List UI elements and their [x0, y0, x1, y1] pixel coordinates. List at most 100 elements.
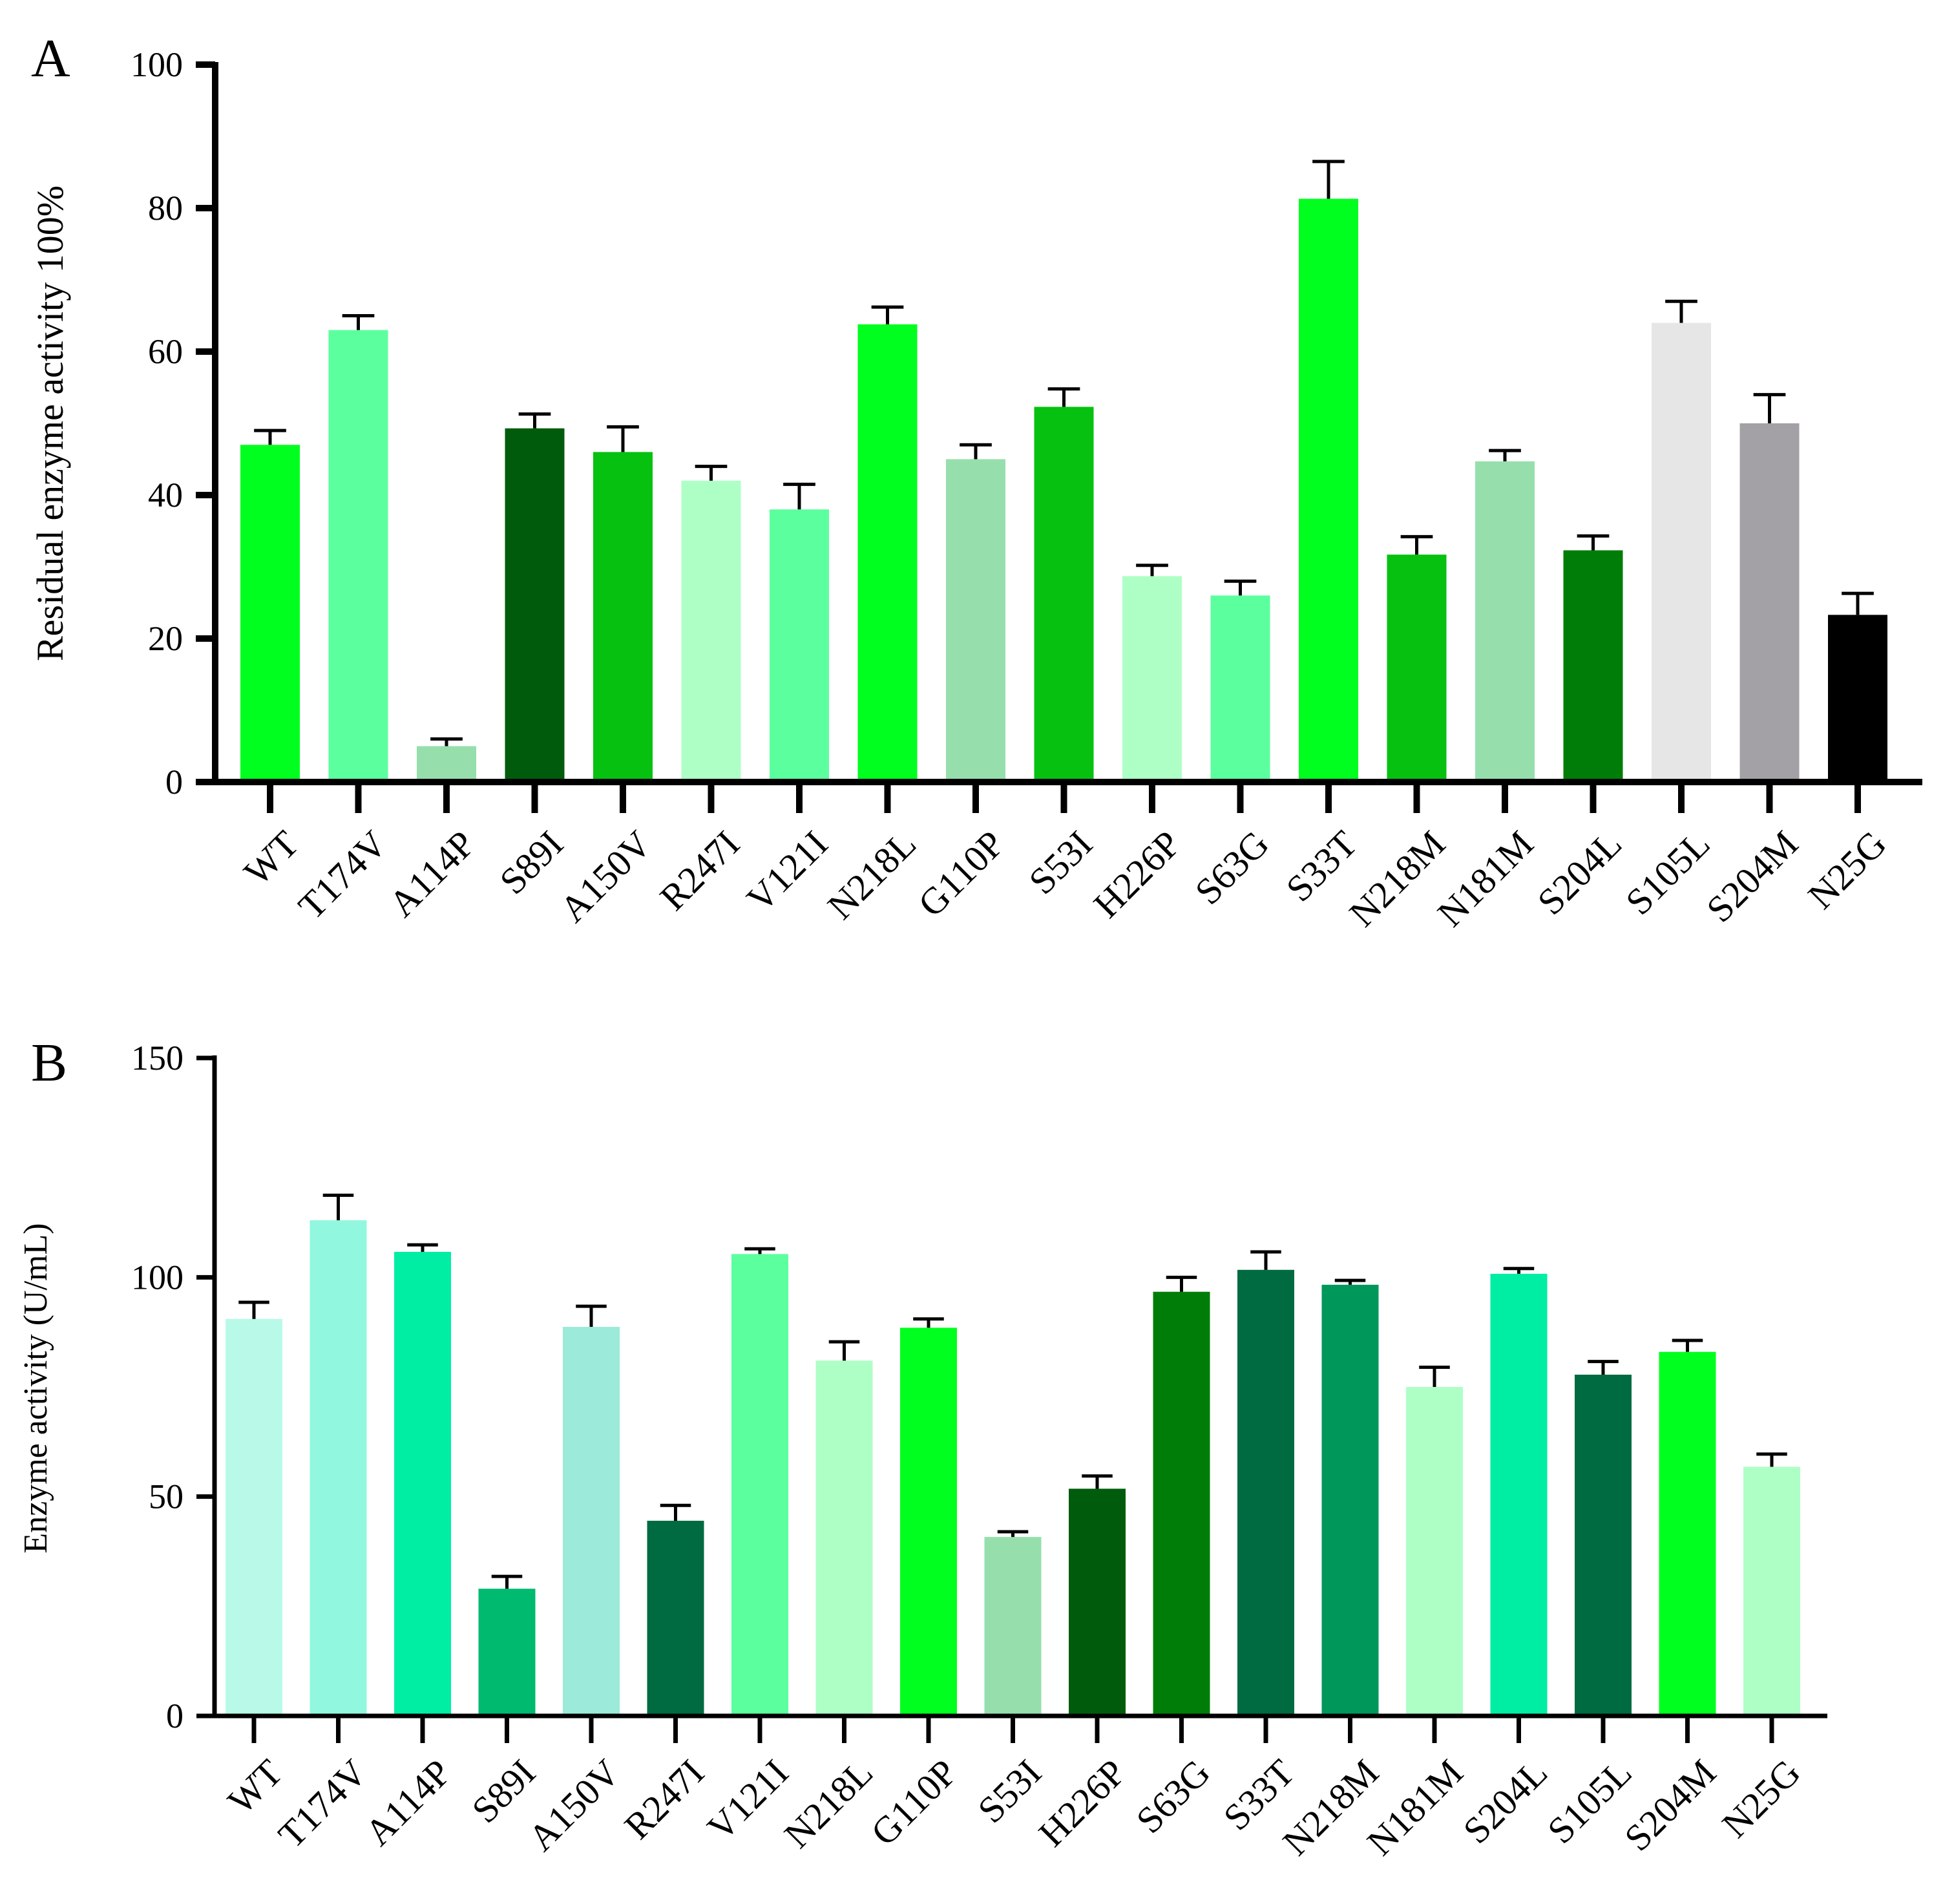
- panel-b-error-bar-g110p: [913, 1317, 944, 1328]
- panel-b-error-bar-s33t: [1250, 1250, 1281, 1270]
- panel-b-error-bar-s105l: [1588, 1360, 1619, 1375]
- panel-a-error-bar-n181m: [1489, 449, 1521, 461]
- panel-b-panel-letter: B: [31, 1033, 67, 1093]
- panel-b-bar-a150v: [563, 1327, 620, 1716]
- panel-a-bar-wt: [240, 445, 300, 782]
- panel-b-bar-s204m: [1659, 1351, 1716, 1716]
- panel-a-y-tick-label: 40: [148, 476, 183, 514]
- panel-a-error-bar-s33t: [1312, 160, 1345, 199]
- panel-b-error-bar-v121i: [744, 1247, 775, 1254]
- panel-a-x-tick-label-a114p: A114P: [381, 823, 483, 925]
- panel-b-x-tick-label-h226p: H226P: [1031, 1751, 1134, 1855]
- panel-a-error-bar-a150v: [607, 425, 639, 452]
- panel-b-error-bar-n218l: [828, 1340, 860, 1361]
- panel-a-bar-s53i: [1034, 407, 1094, 782]
- panel-a-x-tick-label-n181m: N181M: [1429, 823, 1542, 935]
- panel-b-y-tick-label: 150: [131, 1039, 184, 1077]
- panel-b-bar-r247i: [647, 1520, 704, 1716]
- panel-a-bar-a114p: [417, 746, 476, 782]
- panel-a-error-bar-r247i: [695, 465, 728, 481]
- panel-a-x-tick-label-h226p: H226P: [1086, 823, 1189, 926]
- panel-b-y-tick-label: 100: [131, 1258, 184, 1296]
- panel-a-y-tick-label: 80: [148, 189, 183, 227]
- panel-a-x-tick-label-r247i: R247I: [652, 823, 748, 918]
- panel-b-error-bar-s204l: [1503, 1267, 1535, 1274]
- panel-b-bar-g110p: [900, 1328, 957, 1716]
- panel-a-x-tick-label-n25g: N25G: [1800, 823, 1894, 917]
- panel-b-bar-s105l: [1575, 1374, 1632, 1716]
- panel-a-x-tick-label-s63g: S63G: [1187, 823, 1277, 913]
- panel-a-bar-n218l: [857, 324, 918, 782]
- panel-a-bar-s204m: [1739, 423, 1800, 782]
- panel-b-error-bar-t174v: [322, 1193, 354, 1221]
- panel-b-error-bar-wt: [238, 1300, 269, 1319]
- panel-b-x-tick-label-wt: WT: [220, 1751, 291, 1823]
- panel-b-error-bar-a150v: [576, 1304, 607, 1328]
- panel-b-x-tick-label-g110p: G110P: [863, 1751, 965, 1854]
- panel-a-bar-a150v: [593, 452, 653, 782]
- panel-b-y-tick-label: 50: [149, 1477, 184, 1516]
- panel-a-bar-r247i: [681, 480, 741, 782]
- panel-a-bar-v121i: [770, 509, 829, 782]
- panel-b-bar-h226p: [1069, 1488, 1126, 1716]
- panel-a-x-tick-label-wt: WT: [236, 823, 307, 894]
- panel-a-bar-s89i: [505, 428, 565, 782]
- panel-b-x-tick-label-t174v: T174V: [270, 1751, 375, 1856]
- panel-b-bar-s204l: [1490, 1273, 1548, 1716]
- panel-a-bar-s63g: [1210, 595, 1270, 782]
- panel-a-bar-n25g: [1828, 615, 1887, 782]
- panel-b-error-bar-r247i: [660, 1503, 691, 1521]
- panel-b-bar-s33t: [1237, 1269, 1294, 1716]
- panel-b-bar-t174v: [310, 1220, 367, 1716]
- panel-a-error-bar-s204m: [1753, 393, 1786, 423]
- panel-b-bar-n25g: [1743, 1466, 1800, 1716]
- panel-b-bar-v121i: [731, 1254, 788, 1716]
- panel-a-bar-s204l: [1563, 550, 1623, 782]
- panel-b-x-tick-label-a114p: A114P: [357, 1751, 459, 1854]
- panel-a-error-bar-s53i: [1047, 387, 1080, 407]
- panel-a-x-tick-label-a150v: A150V: [552, 823, 660, 931]
- panel-b-bar-s63g: [1153, 1291, 1210, 1716]
- panel-a-x-tick-label-t174v: T174V: [290, 823, 395, 927]
- panel-a-x-tick-label-n218m: N218M: [1341, 823, 1454, 935]
- panel-a-error-bar-a114p: [430, 737, 463, 746]
- panel-a-bar-n218m: [1387, 555, 1447, 782]
- panel-a-bar-n181m: [1475, 461, 1535, 782]
- panel-b-error-bar-n25g: [1756, 1452, 1787, 1467]
- panel-b-bar-wt: [226, 1318, 282, 1716]
- panel-b-error-bar-s53i: [997, 1530, 1029, 1538]
- panel-b-bar-n181m: [1406, 1387, 1463, 1716]
- panel-b-error-bar-h226p: [1082, 1474, 1113, 1489]
- panel-b-bar-n218m: [1321, 1284, 1379, 1716]
- panel-b-x-tick-label-a150v: A150V: [520, 1751, 628, 1859]
- panel-b-error-bar-s63g: [1166, 1275, 1197, 1292]
- panel-a-error-bar-h226p: [1136, 564, 1168, 576]
- panel-a-error-bar-n218l: [871, 305, 904, 324]
- panel-b-x-tick-label-r247i: R247I: [616, 1751, 712, 1847]
- panel-b-y-axis-title: Enzyme activity (U/mL): [17, 1223, 54, 1553]
- panel-b-bar-s53i: [984, 1537, 1042, 1716]
- panel-b-x-tick-label-s204l: S204L: [1455, 1751, 1555, 1852]
- panel-a-y-tick-label: 60: [148, 332, 183, 371]
- panel-a-x-tick-label-s204m: S204M: [1698, 823, 1806, 931]
- panel-b-x-tick-label-n218m: N218M: [1275, 1751, 1387, 1864]
- panel-a-bar-t174v: [328, 330, 388, 782]
- panel-a-error-bar-g110p: [960, 443, 992, 460]
- panel-a-x-tick-label-g110p: G110P: [910, 823, 1012, 925]
- panel-a-bar-h226p: [1122, 576, 1182, 782]
- panel-a-y-tick-label: 20: [148, 619, 183, 658]
- panel-b-x-tick-label-v121i: V121I: [699, 1751, 797, 1849]
- panel-b-x-tick-label-s63g: S63G: [1128, 1751, 1218, 1841]
- panel-a-x-tick-label-v121i: V121I: [739, 823, 836, 920]
- panel-a-error-bar-wt: [254, 428, 286, 445]
- panel-a-y-tick-label: 100: [131, 45, 183, 84]
- panel-b-error-bar-s89i: [491, 1574, 523, 1589]
- panel-b-error-bar-n218m: [1334, 1278, 1366, 1285]
- panel-a-bar-g110p: [946, 459, 1005, 782]
- panel-a-error-bar-s63g: [1224, 579, 1257, 596]
- panel-a-x-tick-label-s204l: S204L: [1529, 823, 1630, 923]
- panel-b-bar-s89i: [478, 1589, 536, 1716]
- panel-a-error-bar-n218m: [1400, 534, 1433, 555]
- panel-b-bar-a114p: [394, 1251, 451, 1716]
